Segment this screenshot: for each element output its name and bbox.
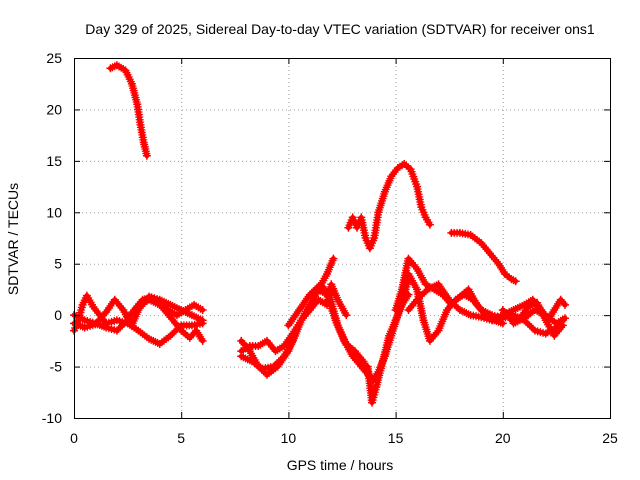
series-arc-5 [123,295,207,345]
y-tick-label: 20 [46,101,62,117]
y-tick-label: -5 [50,359,63,375]
data-point [123,313,132,322]
series-markers [511,307,567,327]
axis-ticks: 0 5 10 15 20 25 -10 -5 0 5 10 15 20 25 [42,50,618,446]
x-tick-label: 10 [281,430,297,446]
y-tick-label: 15 [46,153,62,169]
x-tick-label: 20 [495,430,511,446]
series-markers [364,292,412,405]
x-tick-label: 25 [602,430,618,446]
series-markers [108,62,151,158]
series-markers [450,228,518,285]
data-series [70,61,569,407]
y-tick-label: -10 [42,410,62,426]
y-tick-label: 25 [46,50,62,66]
series-arc-1 [106,61,151,160]
series-markers [500,299,566,338]
x-tick-label: 15 [388,430,404,446]
grid-lines [74,58,610,418]
series-arc-8 [237,280,351,373]
x-tick-label: 0 [70,430,78,446]
y-tick-label: 10 [46,204,62,220]
x-axis-label: GPS time / hours [287,457,394,473]
y-tick-label: 5 [54,256,62,272]
plot-frame [74,58,611,419]
y-tick-label: 0 [54,307,62,323]
series-arc-18 [509,306,569,328]
x-tick-label: 5 [177,430,185,446]
series-markers [239,282,350,373]
series-arc-11 [363,290,413,407]
series-arc-15 [447,228,520,286]
y-axis-label: SDTVAR / TECUs [5,183,21,295]
series-arc-10 [344,159,434,253]
series-markers [345,161,433,250]
series-markers [405,272,505,343]
series-markers [125,296,206,343]
chart-title: Day 329 of 2025, Sidereal Day-to-day VTE… [85,21,595,37]
